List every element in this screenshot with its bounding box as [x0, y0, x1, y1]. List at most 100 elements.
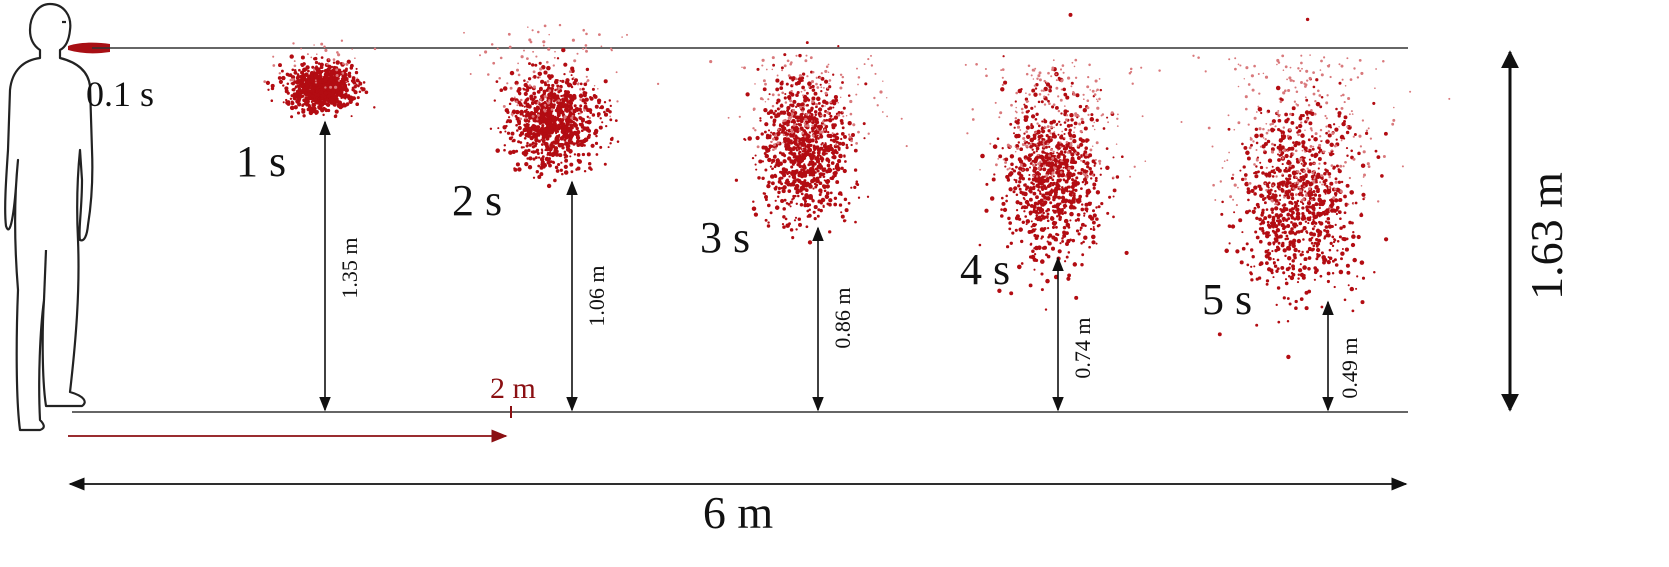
- droplet: [324, 70, 327, 73]
- droplet: [1283, 230, 1287, 235]
- droplet: [1096, 100, 1099, 103]
- droplet: [297, 80, 300, 83]
- droplet: [800, 158, 805, 163]
- droplet: [309, 78, 314, 83]
- droplet: [813, 205, 818, 210]
- droplet: [994, 101, 997, 104]
- droplet: [1059, 98, 1063, 102]
- droplet: [353, 89, 356, 93]
- droplet: [1264, 249, 1269, 254]
- droplet: [355, 67, 358, 70]
- droplet: [1106, 211, 1110, 215]
- droplet: [499, 56, 503, 60]
- droplet: [1339, 217, 1342, 220]
- droplet: [1055, 195, 1059, 199]
- droplet: [1095, 206, 1098, 209]
- droplet: [1241, 231, 1244, 234]
- droplet: [1360, 163, 1366, 168]
- droplet: [278, 63, 282, 68]
- droplet: [1089, 117, 1095, 122]
- droplet: [1005, 194, 1008, 198]
- droplet: [1301, 212, 1305, 216]
- droplet: [1261, 229, 1265, 233]
- droplet: [1274, 125, 1276, 128]
- droplet: [571, 38, 575, 42]
- droplet: [1093, 93, 1097, 96]
- droplet: [1059, 123, 1062, 126]
- droplet: [790, 112, 795, 116]
- droplet: [539, 172, 544, 177]
- droplet: [805, 188, 809, 192]
- droplet: [346, 59, 351, 64]
- droplet: [1245, 150, 1250, 156]
- droplet: [804, 153, 808, 157]
- droplet: [579, 82, 583, 86]
- droplet: [806, 115, 810, 120]
- droplet: [609, 137, 614, 142]
- droplet: [1053, 158, 1058, 163]
- droplet: [1063, 179, 1066, 182]
- droplet: [776, 195, 780, 199]
- droplet: [1360, 71, 1364, 75]
- droplet: [1285, 189, 1288, 193]
- droplet: [295, 91, 300, 96]
- droplet: [1304, 306, 1309, 311]
- droplet: [792, 120, 796, 124]
- droplet: [826, 133, 831, 138]
- droplet: [882, 80, 884, 82]
- droplet: [1085, 153, 1088, 157]
- droplet: [1015, 200, 1020, 205]
- droplet: [1282, 248, 1287, 253]
- droplet: [1066, 110, 1069, 113]
- droplet: [1305, 98, 1309, 102]
- droplet: [820, 197, 826, 203]
- droplet: [1075, 198, 1080, 203]
- droplet: [1317, 235, 1320, 238]
- droplet: [1312, 244, 1316, 248]
- droplet: [536, 101, 540, 105]
- droplet: [857, 196, 861, 199]
- droplet: [820, 191, 823, 194]
- droplet: [300, 74, 304, 78]
- droplet: [277, 76, 282, 80]
- droplet: [540, 143, 544, 146]
- droplet: [1265, 175, 1268, 178]
- droplet: [1019, 147, 1024, 152]
- droplet: [1037, 162, 1041, 166]
- droplet: [1340, 94, 1343, 97]
- droplet: [850, 186, 853, 189]
- droplet: [1021, 111, 1024, 114]
- droplet: [709, 60, 713, 64]
- droplet: [849, 112, 853, 116]
- droplet: [811, 96, 816, 101]
- droplet: [533, 108, 537, 111]
- droplet: [1036, 218, 1040, 222]
- droplet: [885, 97, 888, 99]
- droplet: [1050, 75, 1053, 78]
- droplet: [789, 132, 793, 137]
- droplet: [524, 161, 529, 167]
- droplet: [1070, 85, 1073, 88]
- droplet: [603, 162, 607, 166]
- droplet: [1040, 89, 1043, 92]
- droplet: [855, 182, 859, 186]
- droplet: [1301, 178, 1305, 181]
- droplet: [803, 124, 807, 127]
- droplet: [782, 133, 786, 137]
- droplet: [826, 111, 830, 115]
- droplet: [564, 97, 569, 102]
- droplet: [1063, 150, 1067, 154]
- droplet: [845, 146, 849, 150]
- droplet: [1049, 120, 1054, 125]
- droplet: [581, 152, 586, 157]
- droplet: [800, 90, 803, 93]
- droplet: [1131, 82, 1134, 85]
- droplet: [1055, 232, 1059, 236]
- droplet: [840, 214, 845, 219]
- droplet: [797, 148, 801, 151]
- droplet: [1338, 269, 1344, 275]
- droplet: [1246, 156, 1251, 161]
- droplet: [550, 126, 553, 130]
- droplet: [1108, 195, 1112, 199]
- droplet: [1046, 216, 1049, 220]
